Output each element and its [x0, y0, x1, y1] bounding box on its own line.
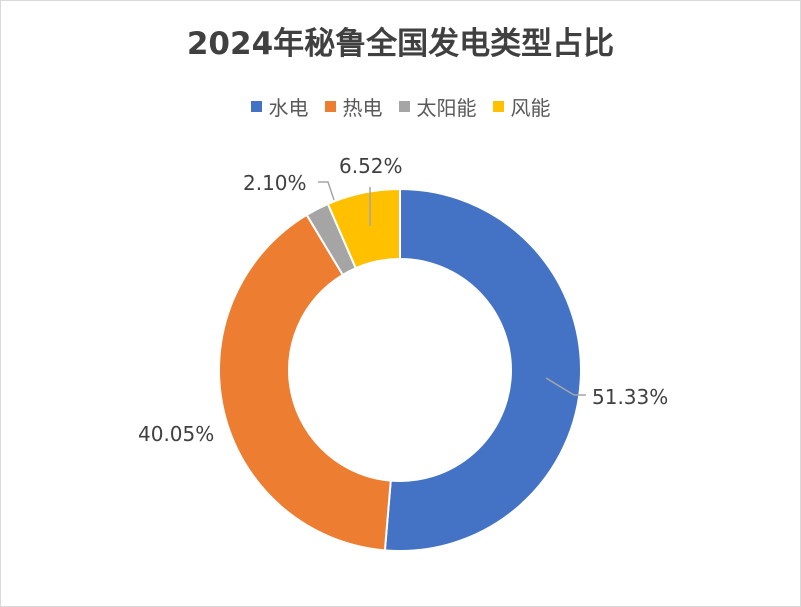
legend-item-hydro: 水电 — [250, 92, 309, 121]
slice-hydro — [383, 187, 582, 552]
data-label-wind: 6.52% — [339, 154, 403, 178]
legend-label-solar: 太阳能 — [416, 96, 477, 120]
legend-swatch-hydro — [250, 101, 262, 112]
legend-item-wind: 风能 — [492, 92, 551, 121]
data-labels: 51.33% 40.05% 2.10% 6.52% — [138, 154, 668, 446]
legend-item-thermal: 热电 — [324, 92, 383, 121]
slice-thermal — [218, 213, 392, 552]
leader-line-solar — [318, 181, 335, 201]
leader-line-hydro — [545, 377, 586, 396]
donut-slices — [218, 187, 582, 552]
legend-swatch-solar — [398, 101, 410, 112]
data-label-hydro: 51.33% — [592, 385, 668, 409]
legend-item-solar: 太阳能 — [398, 92, 477, 121]
chart-title: 2024年秘鲁全国发电类型占比 — [186, 26, 615, 62]
legend-label-wind: 风能 — [510, 96, 551, 120]
leader-lines — [318, 181, 586, 396]
legend-label-thermal: 热电 — [342, 96, 383, 120]
legend-swatch-thermal — [324, 101, 336, 112]
legend-label-hydro: 水电 — [268, 96, 309, 120]
legend: 水电 热电 太阳能 风能 — [0, 92, 801, 121]
legend-swatch-wind — [492, 101, 504, 112]
data-label-solar: 2.10% — [243, 171, 307, 195]
slice-wind — [326, 187, 401, 270]
data-label-thermal: 40.05% — [138, 422, 214, 446]
